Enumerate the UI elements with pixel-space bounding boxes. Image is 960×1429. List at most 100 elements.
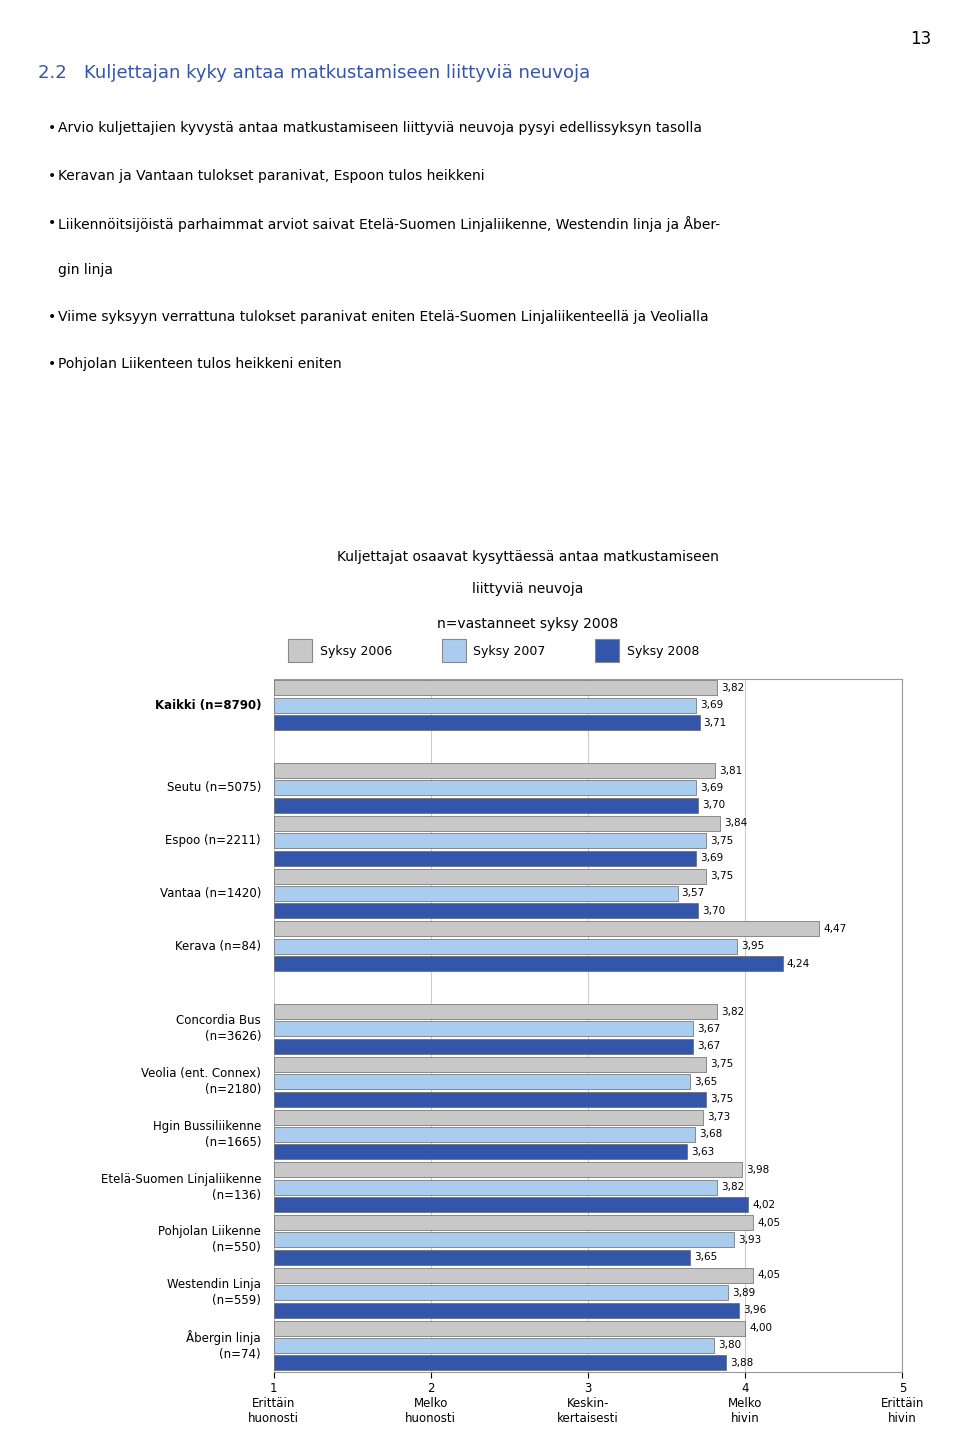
Text: 3,69: 3,69 (701, 853, 724, 863)
Text: 3,89: 3,89 (732, 1288, 756, 1298)
Text: 3,65: 3,65 (694, 1252, 717, 1262)
Bar (274, 1145, 687, 1159)
Text: 13: 13 (910, 30, 931, 49)
Text: Kuljettajat osaavat kysyttäessä antaa matkustamiseen: Kuljettajat osaavat kysyttäessä antaa ma… (337, 550, 719, 564)
Text: •: • (48, 357, 57, 372)
Text: Hgin Bussiliikenne
(n=1665): Hgin Bussiliikenne (n=1665) (153, 1120, 261, 1149)
Text: Concordia Bus
(n=3626): Concordia Bus (n=3626) (177, 1015, 261, 1043)
Text: 3,71: 3,71 (704, 717, 727, 727)
Bar (274, 797, 698, 813)
Text: Syksy 2006: Syksy 2006 (320, 644, 392, 659)
Text: 2.2   Kuljettajan kyky antaa matkustamiseen liittyviä neuvoja: 2.2 Kuljettajan kyky antaa matkustamisee… (38, 64, 590, 83)
Text: •: • (48, 121, 57, 136)
Text: gin linja: gin linja (58, 263, 112, 277)
Text: 3,93: 3,93 (738, 1235, 761, 1245)
Text: 3,96: 3,96 (743, 1305, 766, 1315)
Bar (274, 1092, 706, 1106)
Text: 3,95: 3,95 (741, 942, 764, 952)
Bar (274, 1338, 713, 1353)
Bar (274, 1320, 745, 1336)
Text: Syksy 2007: Syksy 2007 (473, 644, 545, 659)
Bar (274, 833, 706, 849)
Text: Kaikki (n=8790): Kaikki (n=8790) (155, 699, 261, 712)
Text: •: • (48, 169, 57, 183)
Text: Viime syksyyn verrattuna tulokset paranivat eniten Etelä-Suomen Linjaliikenteell: Viime syksyyn verrattuna tulokset parani… (58, 310, 708, 324)
Bar (274, 1005, 717, 1019)
Text: 4,02: 4,02 (753, 1199, 776, 1209)
Text: 4,05: 4,05 (757, 1270, 780, 1280)
Text: Keravan ja Vantaan tulokset paranivat, Espoon tulos heikkeni: Keravan ja Vantaan tulokset paranivat, E… (58, 169, 484, 183)
Text: 3,75: 3,75 (709, 1059, 733, 1069)
Text: Vantaa (n=1420): Vantaa (n=1420) (159, 887, 261, 900)
Text: •: • (48, 216, 57, 230)
Bar (274, 939, 737, 953)
Text: 3,70: 3,70 (702, 906, 725, 916)
Text: 3,75: 3,75 (709, 1095, 733, 1105)
Bar (274, 780, 696, 796)
Text: 3,82: 3,82 (721, 683, 744, 693)
Bar (274, 886, 678, 900)
Bar (274, 1109, 703, 1125)
Text: 3,68: 3,68 (699, 1129, 722, 1139)
Bar (274, 1162, 742, 1177)
Text: 4,47: 4,47 (823, 923, 847, 933)
Text: 3,75: 3,75 (709, 836, 733, 846)
Text: 3,88: 3,88 (731, 1358, 754, 1368)
Text: Arvio kuljettajien kyvystä antaa matkustamiseen liittyviä neuvoja pysyi edelliss: Arvio kuljettajien kyvystä antaa matkust… (58, 121, 702, 136)
Text: Espoo (n=2211): Espoo (n=2211) (165, 835, 261, 847)
Bar (274, 1232, 734, 1248)
Bar (274, 1198, 749, 1212)
Text: liittyviä neuvoja: liittyviä neuvoja (472, 582, 584, 596)
Text: Pohjolan Liikenteen tulos heikkeni eniten: Pohjolan Liikenteen tulos heikkeni enite… (58, 357, 341, 372)
Bar (274, 697, 696, 713)
Text: 3,63: 3,63 (691, 1147, 714, 1157)
Bar (274, 1039, 693, 1053)
Bar (274, 680, 717, 696)
Bar (274, 1075, 690, 1089)
Text: 3,98: 3,98 (746, 1165, 769, 1175)
Text: 3,80: 3,80 (718, 1340, 741, 1350)
Text: Seutu (n=5075): Seutu (n=5075) (167, 782, 261, 795)
Bar (274, 1250, 690, 1265)
Text: Pohjolan Liikenne
(n=550): Pohjolan Liikenne (n=550) (158, 1226, 261, 1255)
Text: 3,57: 3,57 (682, 889, 705, 899)
Bar (274, 956, 783, 972)
Text: 3,81: 3,81 (719, 766, 742, 776)
Text: n=vastanneet syksy 2008: n=vastanneet syksy 2008 (438, 617, 618, 632)
Bar (274, 1057, 706, 1072)
Bar (274, 1303, 739, 1318)
Bar (274, 1180, 717, 1195)
Text: 3,69: 3,69 (701, 700, 724, 710)
Bar (274, 1268, 753, 1283)
Text: 3,67: 3,67 (697, 1042, 721, 1052)
Text: 3,73: 3,73 (707, 1112, 730, 1122)
Text: 3,82: 3,82 (721, 1006, 744, 1016)
Text: Liikennöitsijöistä parhaimmat arviot saivat Etelä-Suomen Linjaliikenne, Westendi: Liikennöitsijöistä parhaimmat arviot sai… (58, 216, 720, 231)
Bar (274, 816, 720, 830)
Text: 3,70: 3,70 (702, 800, 725, 810)
Text: Veolia (ent. Connex)
(n=2180): Veolia (ent. Connex) (n=2180) (141, 1067, 261, 1096)
Text: 3,67: 3,67 (697, 1025, 721, 1035)
Bar (274, 850, 696, 866)
Bar (274, 903, 698, 919)
Text: 4,00: 4,00 (749, 1323, 772, 1333)
Text: 3,84: 3,84 (724, 819, 747, 829)
Bar (274, 763, 715, 777)
Text: 3,75: 3,75 (709, 872, 733, 882)
Text: 4,05: 4,05 (757, 1218, 780, 1228)
Bar (274, 1355, 727, 1370)
Bar (274, 1022, 693, 1036)
Bar (274, 869, 706, 883)
Text: Etelä-Suomen Linjaliikenne
(n=136): Etelä-Suomen Linjaliikenne (n=136) (101, 1173, 261, 1202)
Text: 3,82: 3,82 (721, 1182, 744, 1192)
Bar (274, 1285, 728, 1300)
Text: Westendin Linja
(n=559): Westendin Linja (n=559) (167, 1278, 261, 1308)
Text: Syksy 2008: Syksy 2008 (627, 644, 699, 659)
Bar (274, 1215, 753, 1230)
Text: 3,69: 3,69 (701, 783, 724, 793)
Bar (274, 922, 819, 936)
Bar (274, 1127, 695, 1142)
Bar (274, 714, 700, 730)
Text: 3,65: 3,65 (694, 1076, 717, 1086)
Text: Kerava (n=84): Kerava (n=84) (175, 940, 261, 953)
